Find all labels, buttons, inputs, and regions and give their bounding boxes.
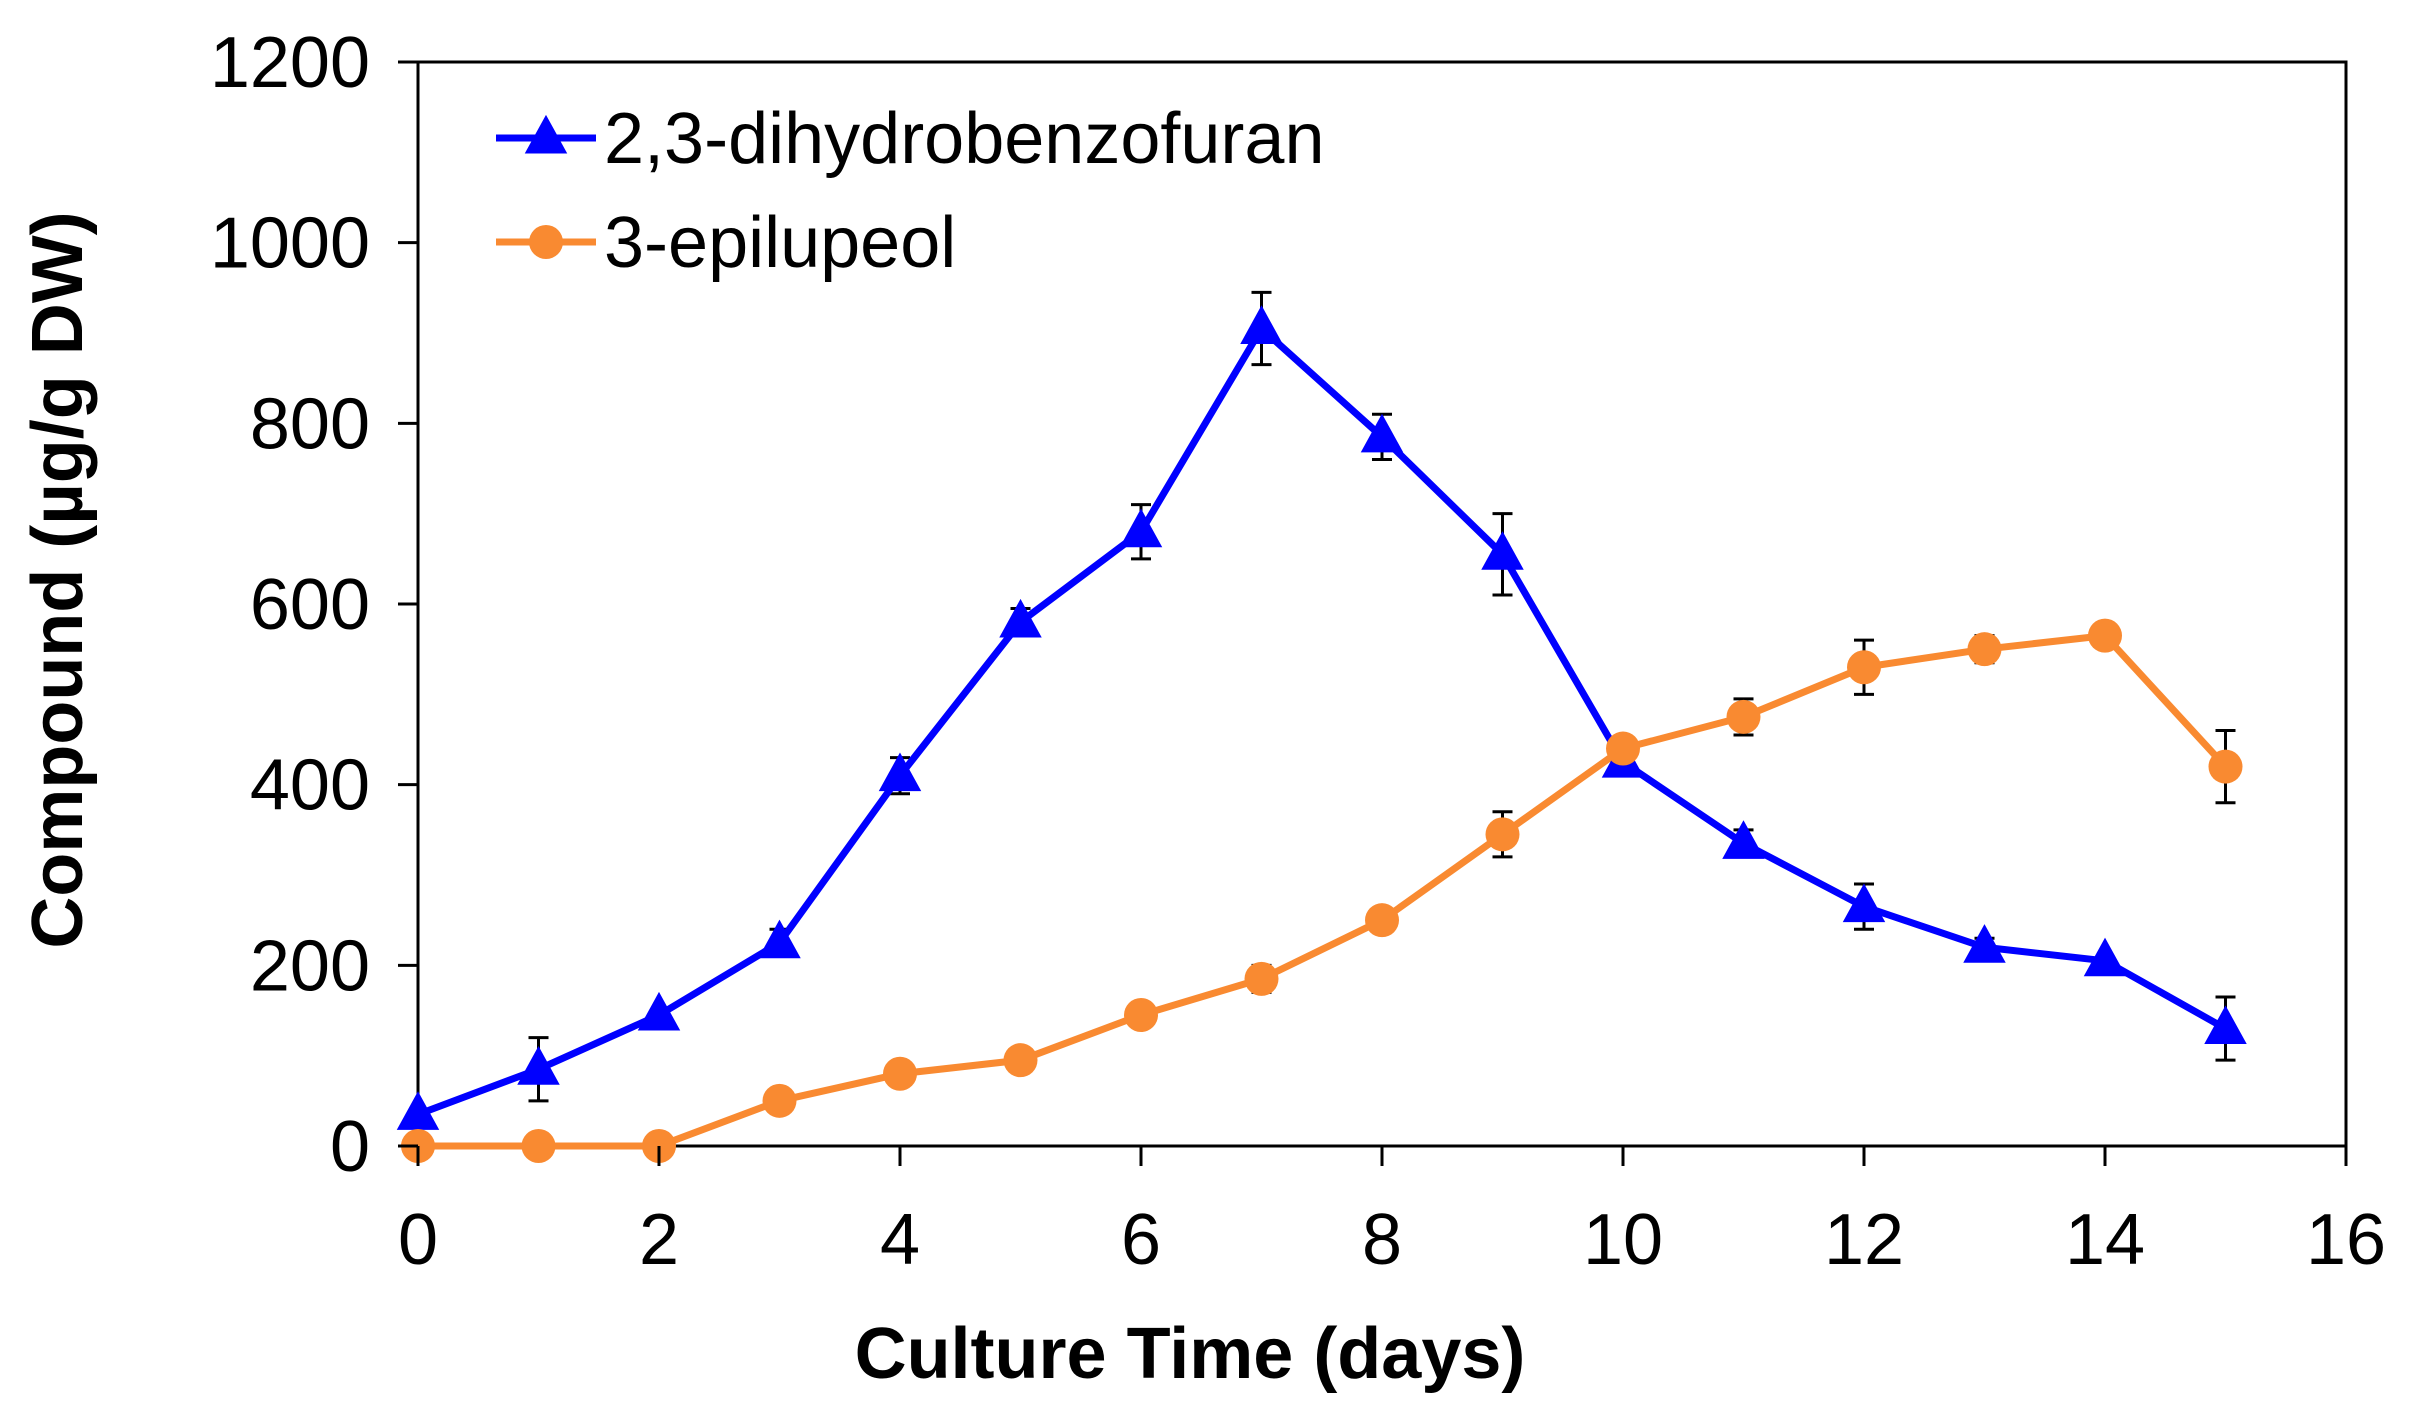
triangle-marker (524, 114, 568, 154)
legend-label: 2,3-dihydrobenzofuran (604, 99, 1325, 179)
y-tick-label: 1000 (210, 204, 370, 284)
triangle-marker (1842, 883, 1886, 923)
y-tick-label: 600 (250, 565, 370, 645)
y-tick-label: 400 (250, 746, 370, 826)
x-axis-title: Culture Time (days) (855, 1314, 1526, 1394)
x-tick-label: 14 (2065, 1200, 2145, 1280)
circle-marker (1244, 961, 1279, 996)
x-tick-label: 10 (1583, 1200, 1663, 1280)
circle-marker (529, 225, 563, 259)
circle-marker (2208, 749, 2243, 784)
circle-marker (1606, 731, 1640, 766)
x-tick-label: 8 (1362, 1200, 1402, 1280)
triangle-marker (1722, 820, 1765, 859)
circle-marker (2088, 618, 2122, 653)
triangle-marker (878, 752, 922, 792)
triangle-marker (1240, 305, 1283, 344)
y-tick-label: 1200 (210, 23, 370, 103)
error-bars (528, 290, 2236, 1103)
x-tick-label: 16 (2306, 1200, 2386, 1280)
triangle-marker (517, 1046, 560, 1085)
circle-marker (1967, 632, 2002, 667)
triangle-marker (2204, 1005, 2247, 1045)
x-tick-label: 2 (639, 1200, 679, 1280)
triangle-marker (1963, 924, 2006, 963)
x-tick-label: 0 (398, 1200, 438, 1280)
y-tick-label: 0 (330, 1107, 370, 1187)
y-tick-label: 200 (250, 926, 370, 1006)
legend: 2,3-dihydrobenzofuran 3-epilupeol (496, 99, 1325, 283)
circle-marker (1847, 650, 1881, 685)
series-lines (416, 324, 2229, 1150)
series-line-1 (418, 632, 2229, 1150)
y-axis: 0 200 400 600 800 1000 1200 (210, 23, 418, 1187)
triangle-marker (1360, 413, 1404, 453)
triangle-marker (758, 919, 801, 959)
triangle-marker (999, 598, 1042, 638)
triangle-marker (637, 991, 681, 1031)
circle-marker (521, 1129, 556, 1163)
y-axis-title: Compound (µg/g DW) (18, 211, 98, 948)
circle-marker (1726, 699, 1761, 734)
circle-marker (1124, 998, 1158, 1033)
triangle-marker (2083, 937, 2127, 977)
circle-marker (762, 1083, 797, 1118)
circle-marker (1485, 817, 1520, 852)
legend-label: 3-epilupeol (604, 203, 956, 283)
series-markers (396, 305, 2247, 1163)
x-tick-label: 12 (1824, 1200, 1904, 1280)
circle-marker (883, 1056, 917, 1091)
triangle-marker (1119, 508, 1163, 548)
x-tick-label: 4 (880, 1200, 920, 1280)
circle-marker (1365, 903, 1399, 938)
series-line-0 (416, 324, 2228, 1118)
triangle-marker (1481, 531, 1524, 570)
circle-marker (1003, 1043, 1038, 1078)
x-tick-label: 6 (1121, 1200, 1161, 1280)
y-tick-label: 800 (250, 384, 370, 464)
x-axis: 0 2 4 6 8 10 12 14 16 (398, 1146, 2386, 1280)
